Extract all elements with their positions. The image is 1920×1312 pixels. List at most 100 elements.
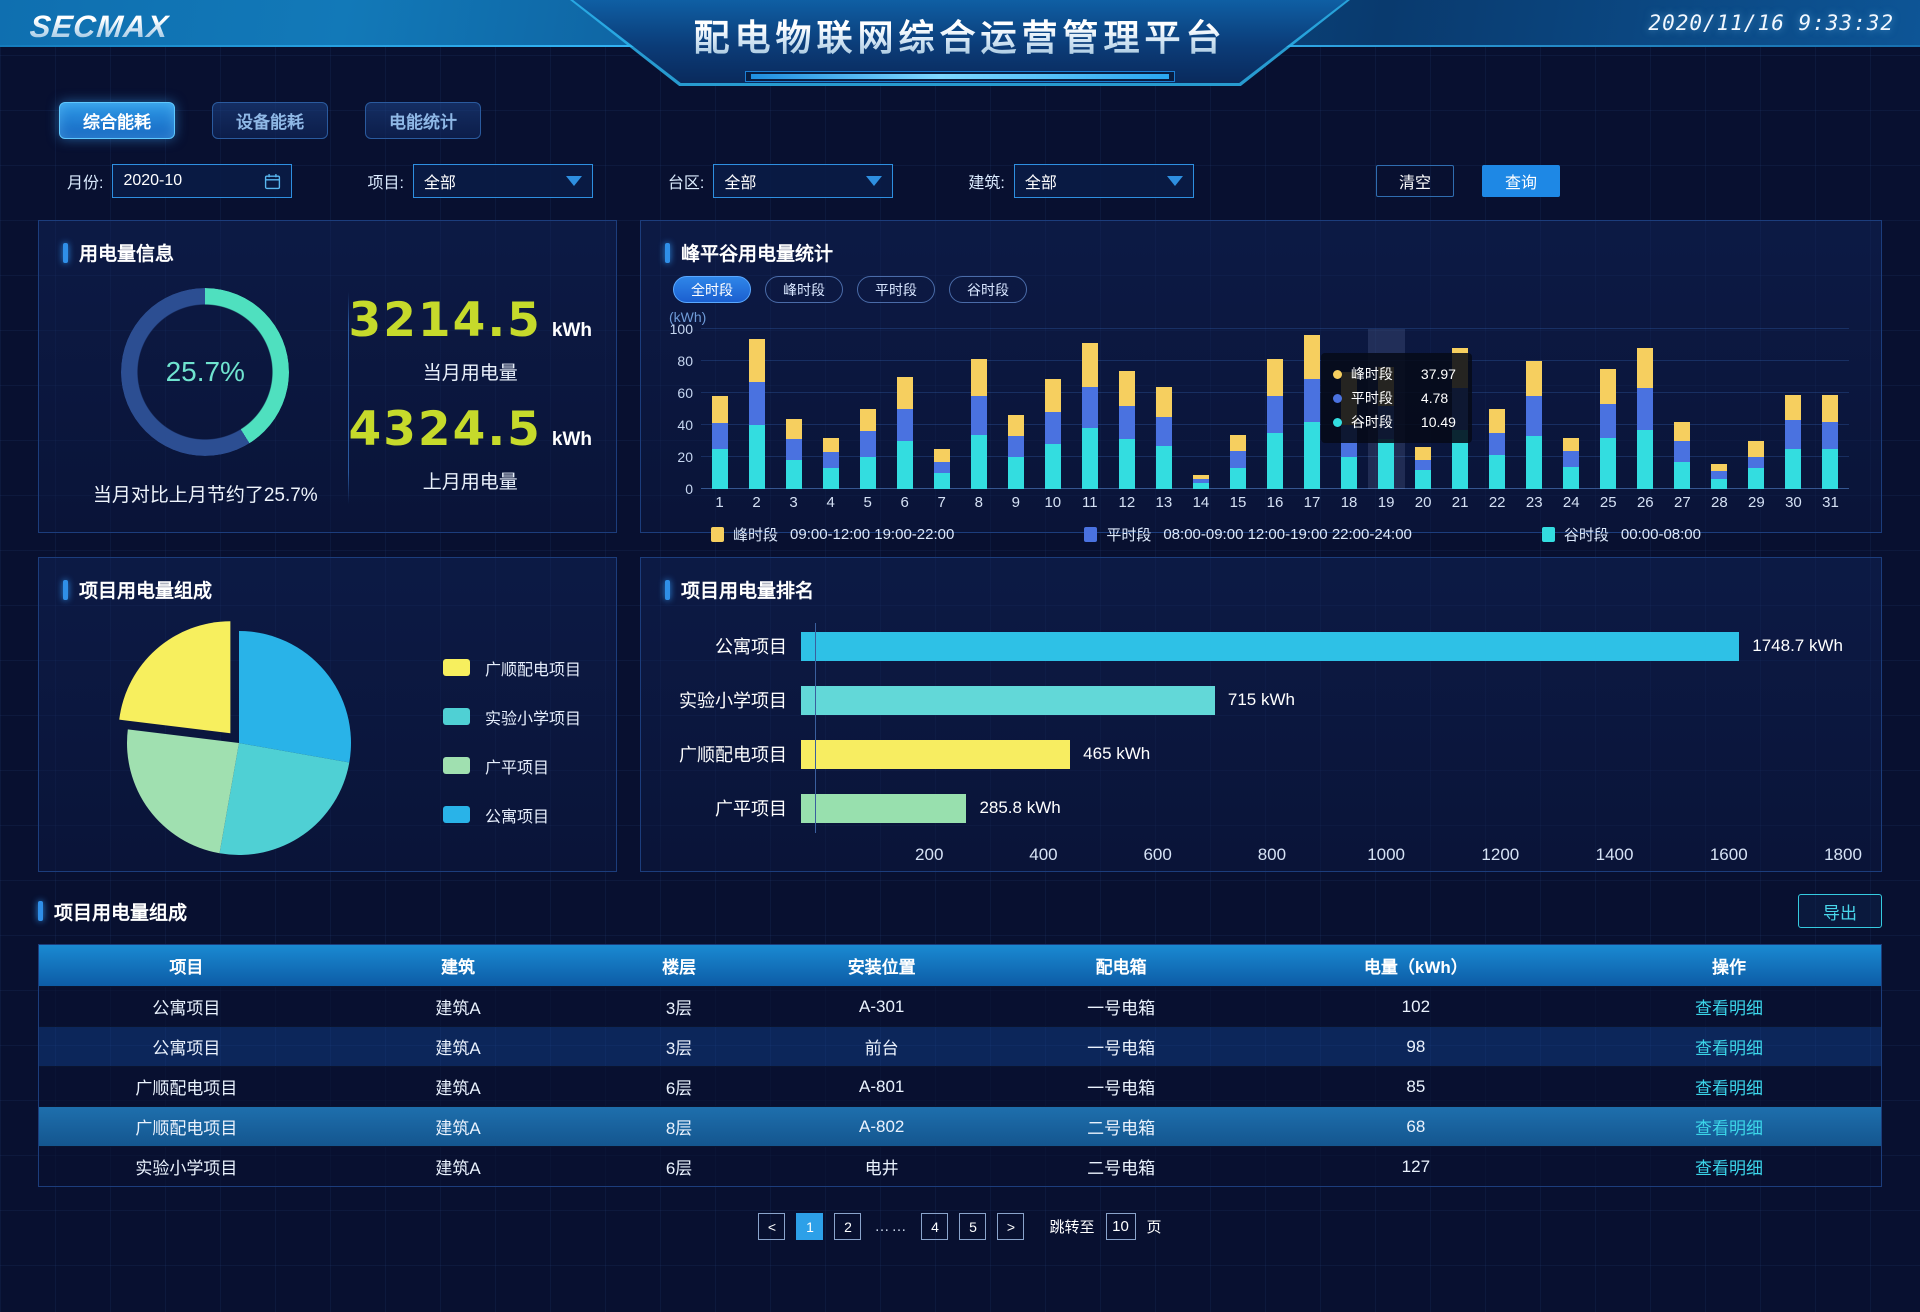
bar-slot-day-30[interactable] (1775, 329, 1812, 489)
top-tabs: 综合能耗 设备能耗 电能统计 (59, 102, 1920, 139)
prev-page-button[interactable]: < (758, 1213, 786, 1240)
pie-legend-label: 广顺配电项目 (485, 661, 582, 679)
bar-slot-day-11[interactable] (1071, 329, 1108, 489)
bars-container (701, 329, 1849, 489)
table-cell: A-301 (859, 996, 905, 1016)
bar-slot-day-15[interactable] (1219, 329, 1256, 489)
page-button-1[interactable]: 1 (796, 1213, 824, 1240)
bar-slot-day-31[interactable] (1812, 329, 1849, 489)
page-button-2[interactable]: 2 (834, 1213, 862, 1240)
bar-slot-day-16[interactable] (1256, 329, 1293, 489)
view-detail-link[interactable]: 查看明细 (1694, 1039, 1763, 1058)
bar-slot-day-7[interactable] (923, 329, 960, 489)
building-filter-select[interactable]: 全部 (1013, 164, 1194, 198)
bar-slot-day-20[interactable] (1405, 329, 1442, 489)
ranking-bar-广顺配电项目[interactable] (801, 739, 1071, 769)
query-button[interactable]: 查询 (1482, 165, 1560, 197)
x-tick-label: 5 (863, 494, 872, 511)
bar-slot-day-26[interactable] (1627, 329, 1664, 489)
bar-segment-谷时段 (1785, 449, 1802, 489)
stacked-bar-day-14 (1192, 474, 1209, 489)
jump-page-input[interactable]: 10 (1105, 1213, 1136, 1240)
pie-legend-item-实验小学项目[interactable]: 实验小学项目 (443, 705, 581, 729)
bar-slot-day-3[interactable] (775, 329, 812, 489)
pie-legend-item-广平项目[interactable]: 广平项目 (443, 754, 581, 778)
table-cell: 3层 (665, 1039, 693, 1058)
pie-slice-公寓项目[interactable] (239, 631, 351, 763)
bar-slot-day-23[interactable] (1516, 329, 1553, 489)
table-cell: 127 (1401, 1156, 1431, 1176)
pie-slice-广平项目[interactable] (126, 729, 239, 854)
station-filter-select[interactable]: 全部 (713, 164, 894, 198)
ranking-bar-公寓项目[interactable] (801, 631, 1740, 661)
view-detail-link[interactable]: 查看明细 (1694, 1119, 1763, 1138)
legend-item-峰时段[interactable]: 峰时段 09:00-12:00 19:00-22:00 (711, 524, 954, 545)
x-tick-label: 30 (1785, 494, 1802, 511)
pie-legend-item-公寓项目[interactable]: 公寓项目 (443, 803, 581, 827)
bar-slot-day-28[interactable] (1701, 329, 1738, 489)
bar-slot-day-24[interactable] (1553, 329, 1590, 489)
bar-slot-day-14[interactable] (1182, 329, 1219, 489)
bar-slot-day-29[interactable] (1738, 329, 1775, 489)
period-pill-4[interactable]: 谷时段 (949, 276, 1027, 303)
bar-slot-day-13[interactable] (1145, 329, 1182, 489)
bar-segment-平时段 (1192, 478, 1209, 484)
ranking-value-label: 1748.7 kWh (1752, 636, 1843, 655)
clear-button[interactable]: 清空 (1376, 165, 1454, 197)
project-filter-select[interactable]: 全部 (412, 164, 593, 198)
view-detail-link[interactable]: 查看明细 (1694, 1079, 1763, 1098)
next-page-button[interactable]: > (997, 1213, 1025, 1240)
bar-segment-谷时段 (933, 473, 950, 489)
stacked-bar-day-6 (896, 377, 913, 489)
bar-slot-day-2[interactable] (738, 329, 775, 489)
bar-slot-day-6[interactable] (886, 329, 923, 489)
pie-slice-广顺配电项目[interactable] (119, 621, 231, 734)
bar-slot-day-17[interactable] (1294, 329, 1331, 489)
chart-tooltip: 峰时段 37.97 平时段 4.78 谷时段 10.49 (1320, 353, 1472, 443)
y-tick-label: 60 (677, 385, 693, 401)
station-filter-group: 台区: 全部 (668, 164, 894, 198)
bar-segment-谷时段 (1526, 436, 1543, 489)
pie-legend-item-广顺配电项目[interactable]: 广顺配电项目 (443, 656, 581, 680)
view-detail-link[interactable]: 查看明细 (1694, 999, 1763, 1018)
bar-segment-峰时段 (970, 359, 987, 397)
bar-segment-峰时段 (1007, 415, 1024, 437)
pie-slice-实验小学项目[interactable] (219, 743, 350, 855)
period-pill-1[interactable]: 全时段 (673, 276, 751, 303)
calendar-icon[interactable] (264, 173, 281, 190)
view-detail-link[interactable]: 查看明细 (1694, 1159, 1763, 1178)
bar-slot-day-22[interactable] (1479, 329, 1516, 489)
bar-segment-峰时段 (1822, 394, 1839, 422)
tab-device-energy[interactable]: 设备能耗 (212, 102, 328, 139)
bar-segment-平时段 (822, 452, 839, 469)
month-filter-input[interactable]: 2020-10 (112, 164, 293, 198)
legend-item-平时段[interactable]: 平时段 08:00-09:00 12:00-19:00 22:00-24:00 (1084, 524, 1412, 545)
table-action-cell: 查看明细 (1577, 1074, 1881, 1099)
bar-slot-day-1[interactable] (701, 329, 738, 489)
page-button-4[interactable]: 4 (921, 1213, 949, 1240)
tooltip-row: 平时段 4.78 (1332, 386, 1456, 410)
period-pill-2[interactable]: 峰时段 (765, 276, 843, 303)
bar-slot-day-27[interactable] (1664, 329, 1701, 489)
x-tick-label: 15 (1229, 494, 1247, 511)
tab-power-statistics[interactable]: 电能统计 (365, 102, 481, 139)
tab-comprehensive-energy[interactable]: 综合能耗 (59, 102, 175, 139)
peak-valley-legend: 峰时段 09:00-12:00 19:00-22:00 平时段 08:00-09:00… (711, 524, 1857, 545)
legend-item-谷时段[interactable]: 谷时段 00:00-08:00 (1541, 524, 1701, 545)
table-row: 实验小学项目 建筑A 6层 电井 二号电箱 127 查看明细 (39, 1146, 1881, 1186)
ranking-bar-实验小学项目[interactable] (801, 685, 1215, 715)
bar-slot-day-9[interactable] (997, 329, 1034, 489)
bar-slot-day-25[interactable] (1590, 329, 1627, 489)
bar-slot-day-12[interactable] (1108, 329, 1145, 489)
bar-slot-day-8[interactable] (960, 329, 997, 489)
bar-slot-day-5[interactable] (849, 329, 886, 489)
ranking-bar-广平项目[interactable] (801, 793, 967, 823)
bar-slot-day-10[interactable] (1034, 329, 1071, 489)
bar-segment-平时段 (1007, 436, 1024, 457)
bar-segment-平时段 (711, 423, 728, 449)
page-button-5[interactable]: 5 (959, 1213, 987, 1240)
bar-slot-day-4[interactable] (812, 329, 849, 489)
period-pill-3[interactable]: 平时段 (857, 276, 935, 303)
export-button[interactable]: 导出 (1798, 894, 1882, 928)
